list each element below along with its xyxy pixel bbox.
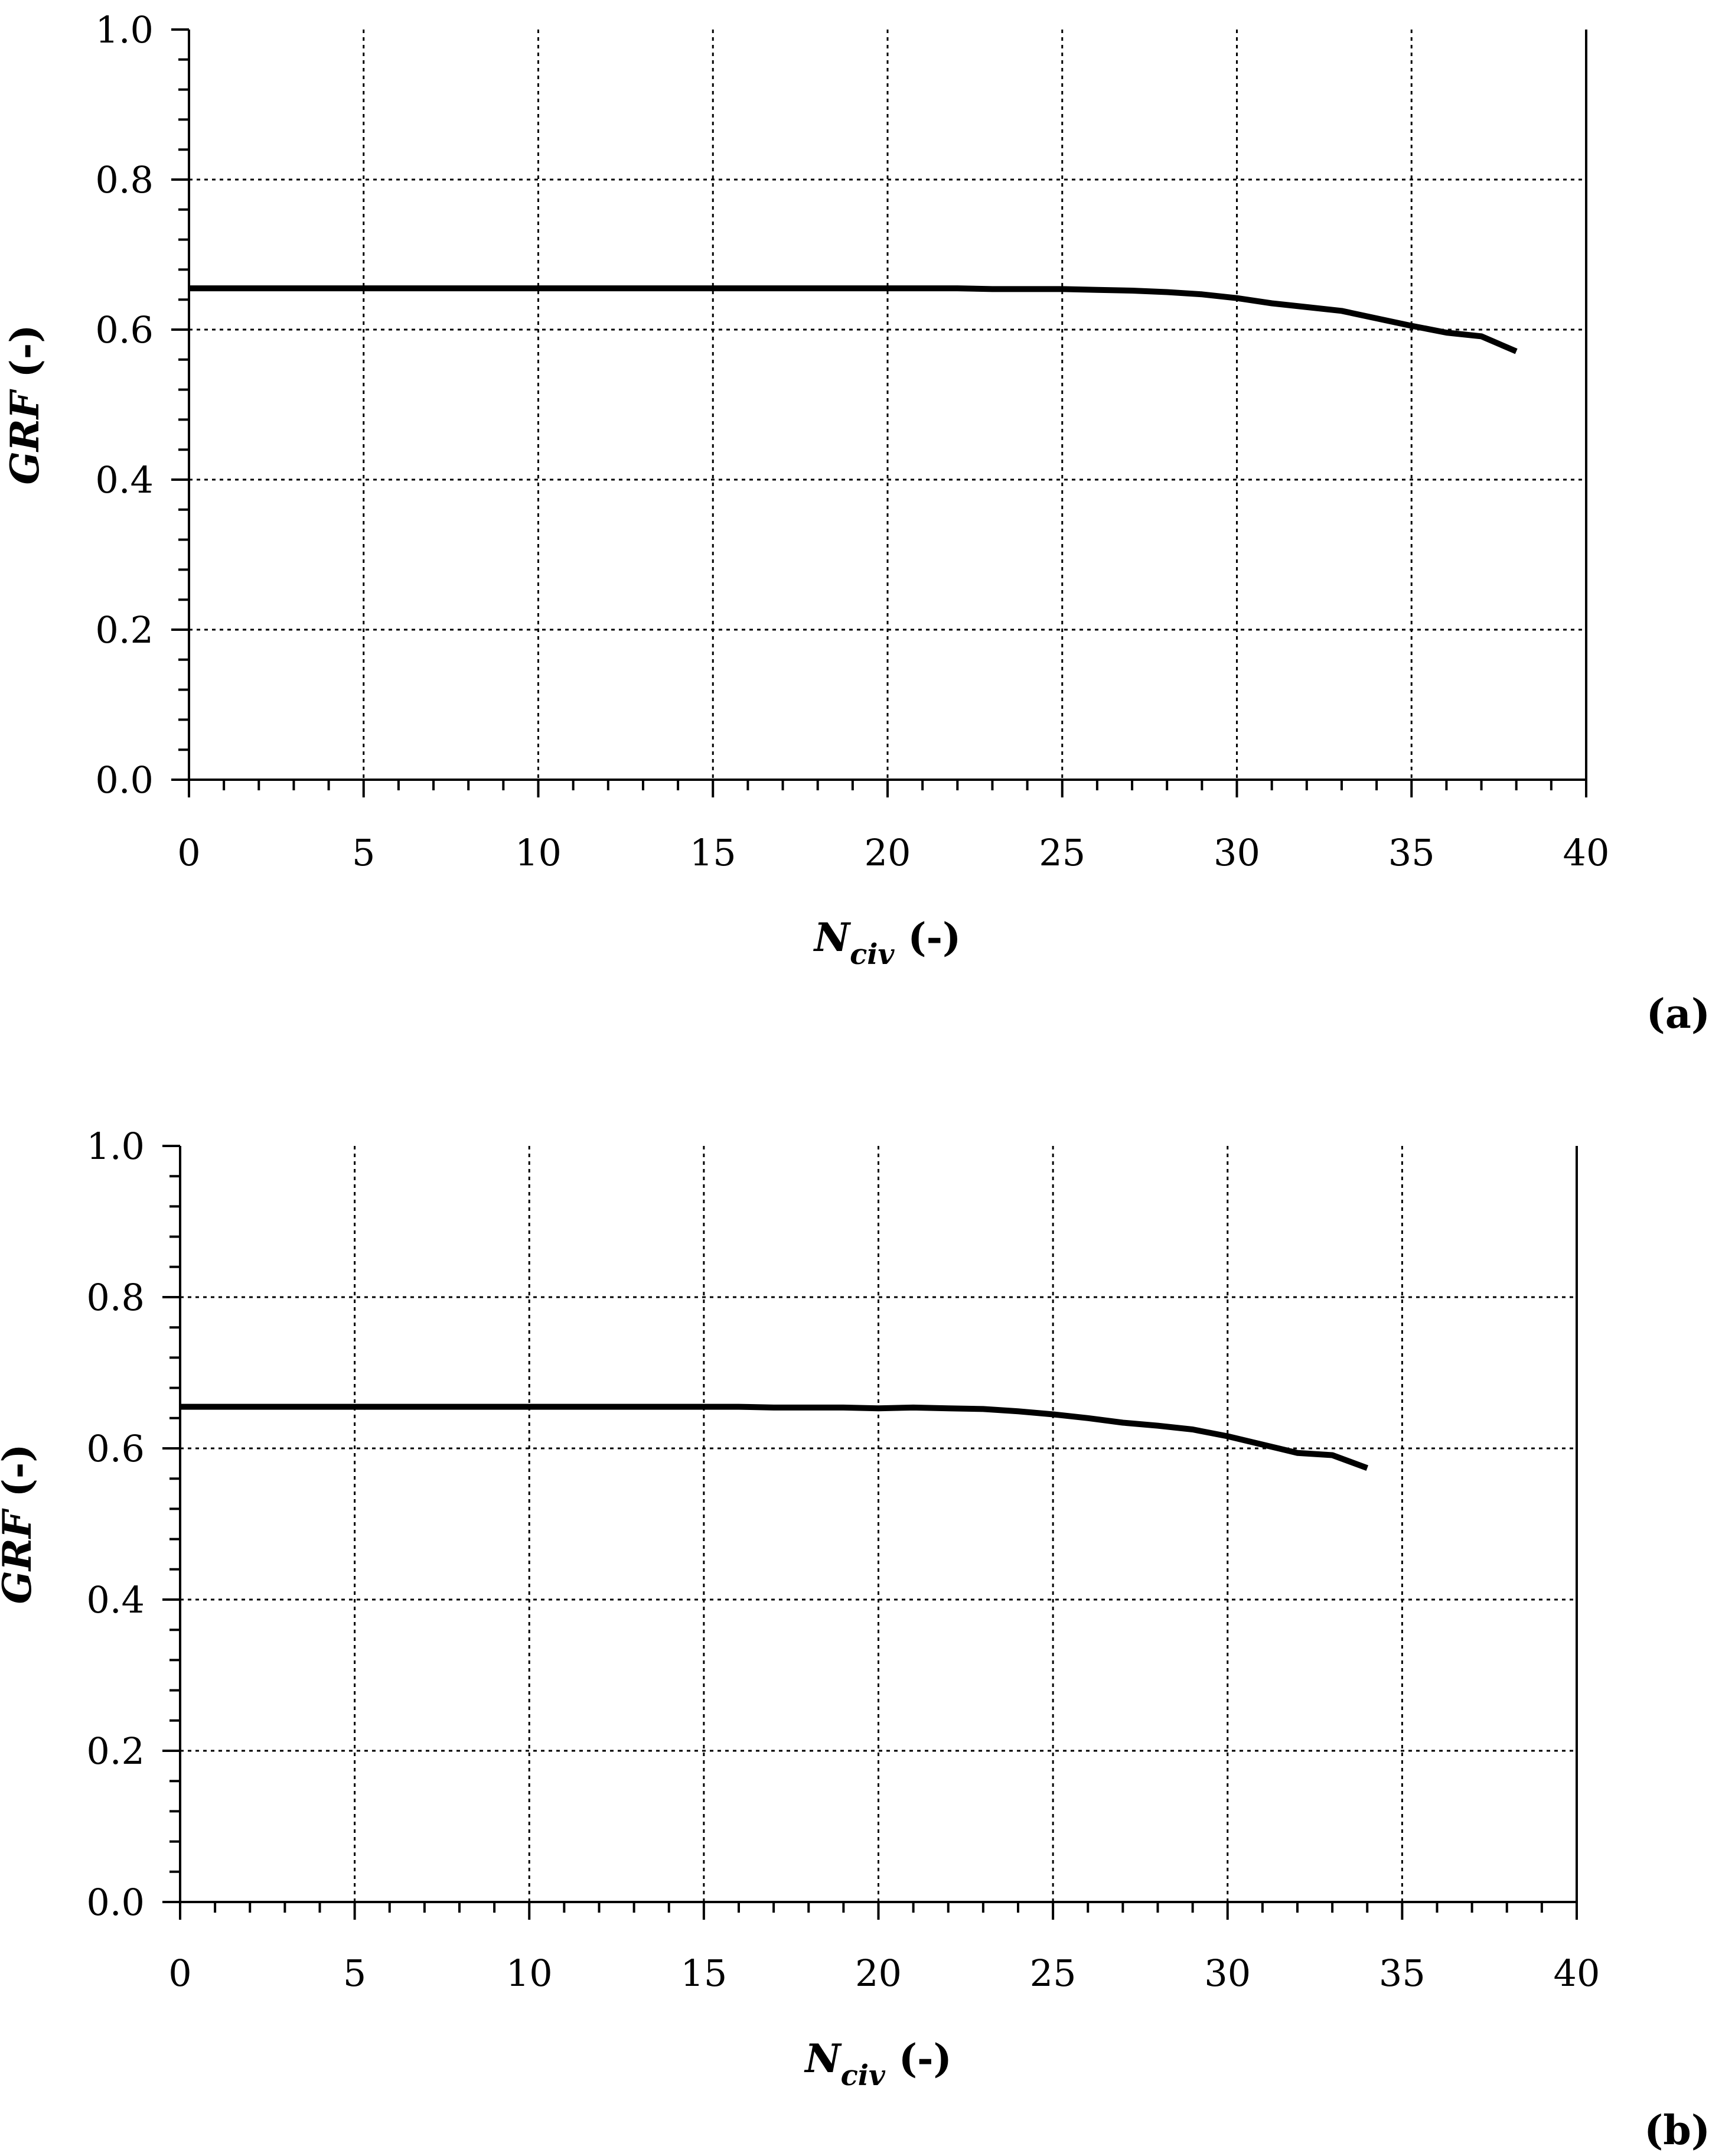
x-tick-label: 30 <box>1204 1952 1251 1995</box>
y-axis-title-main: GRF <box>0 1508 40 1604</box>
x-axis-title-subscript: civ <box>850 938 895 971</box>
y-axis-title: GRF (-) <box>0 1444 40 1604</box>
y-tick-label: 0.6 <box>95 308 154 351</box>
panel-label: (b) <box>1644 2107 1710 2154</box>
y-tick-label: 0.2 <box>95 608 154 652</box>
panel-label: (a) <box>1646 991 1710 1038</box>
chart-panel-b: 0 5 10 15 20 25 30 35 40 0.0 0.2 0.4 0.6 0.8 1.0 Nciv (… <box>0 1125 1710 2154</box>
x-tick-label: 20 <box>865 831 911 874</box>
y-tick-label: 0.0 <box>86 1881 145 1924</box>
x-tick-label: 0 <box>177 831 200 874</box>
x-axis-title-main: N <box>813 914 852 960</box>
y-axis-title: GRF (-) <box>2 325 48 485</box>
x-axis-title-main: N <box>804 2036 842 2082</box>
x-tick-label: 0 <box>168 1952 191 1995</box>
x-tick-label: 5 <box>343 1952 366 1995</box>
y-tick-label: 0.6 <box>86 1427 145 1470</box>
y-tick-label: 1.0 <box>95 8 154 51</box>
y-axis-title-main: GRF <box>2 389 48 484</box>
y-axis-title-unit: (-) <box>0 1444 40 1511</box>
y-tick-label: 0.8 <box>86 1276 145 1319</box>
y-tick-label: 0.2 <box>86 1730 145 1773</box>
x-axis-title: Nciv (-) <box>804 2036 952 2092</box>
chart-panel-a: 0 5 10 15 20 25 30 35 40 0.0 0.2 0.4 0.6 0.8 1.0 Nciv (… <box>2 8 1710 1038</box>
y-axis-title-unit: (-) <box>2 325 48 392</box>
x-tick-label: 25 <box>1030 1952 1077 1995</box>
x-axis-title-unit: (-) <box>894 914 961 960</box>
x-tick-label: 40 <box>1554 1952 1600 1995</box>
x-tick-label: 20 <box>855 1952 902 1995</box>
y-tick-label: 0.4 <box>95 458 154 501</box>
x-axis-title: Nciv (-) <box>813 914 961 971</box>
x-tick-label: 30 <box>1214 831 1260 874</box>
y-tick-label: 0.8 <box>95 158 154 201</box>
series-line-1 <box>189 285 1518 354</box>
y-tick-label: 0.0 <box>95 758 154 802</box>
y-tick-label: 0.4 <box>86 1578 145 1621</box>
x-axis-title-subscript: civ <box>841 2059 886 2092</box>
x-tick-label: 25 <box>1039 831 1085 874</box>
x-tick-label: 40 <box>1563 831 1610 874</box>
x-tick-label: 35 <box>1388 831 1435 874</box>
x-tick-label: 15 <box>690 831 736 874</box>
x-tick-label: 10 <box>515 831 562 874</box>
x-tick-label: 35 <box>1379 1952 1426 1995</box>
x-tick-label: 10 <box>506 1952 553 1995</box>
series-line-1 <box>180 1403 1369 1471</box>
x-tick-label: 15 <box>680 1952 727 1995</box>
x-tick-label: 5 <box>352 831 375 874</box>
x-axis-title-unit: (-) <box>885 2036 952 2082</box>
y-tick-label: 1.0 <box>86 1125 145 1168</box>
